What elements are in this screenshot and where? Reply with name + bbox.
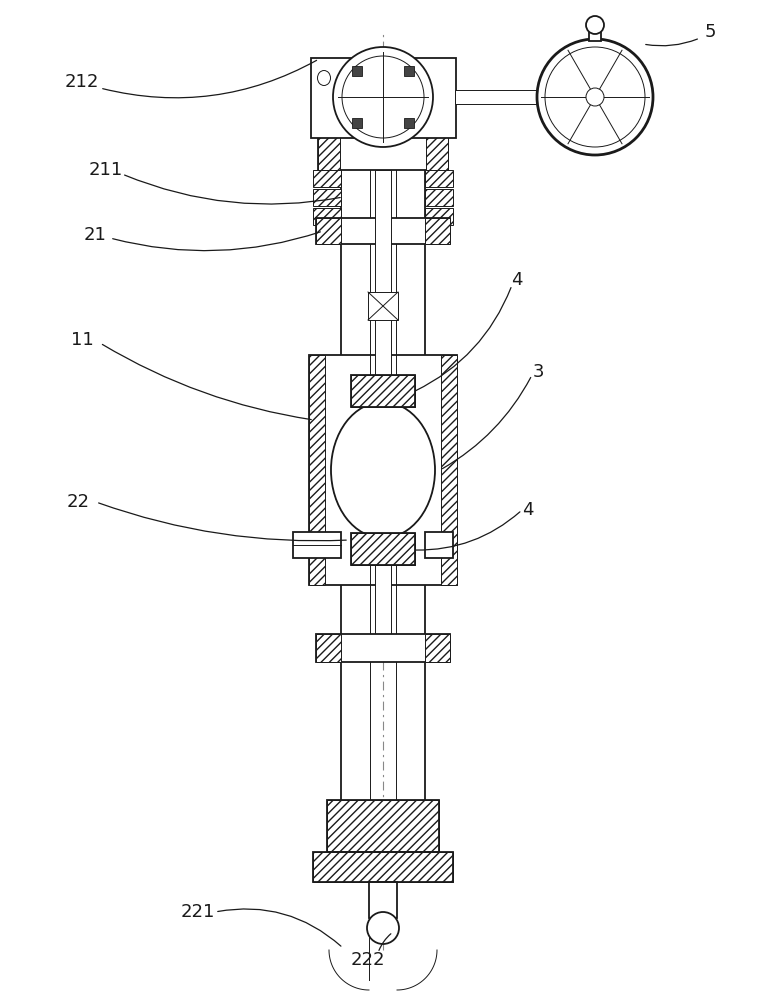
Bar xyxy=(309,355,325,585)
Ellipse shape xyxy=(331,402,435,538)
Bar xyxy=(316,634,341,662)
Bar xyxy=(313,189,341,206)
Ellipse shape xyxy=(317,70,330,86)
Circle shape xyxy=(367,912,399,944)
Bar xyxy=(555,86,569,108)
Text: 221: 221 xyxy=(181,903,215,921)
Circle shape xyxy=(342,56,424,138)
Bar xyxy=(313,170,341,187)
Bar xyxy=(351,375,415,407)
Text: 212: 212 xyxy=(65,73,99,91)
Bar xyxy=(318,115,448,170)
Bar xyxy=(316,218,450,244)
Circle shape xyxy=(537,39,653,155)
Bar xyxy=(351,375,415,407)
Bar xyxy=(589,23,601,41)
Bar xyxy=(309,355,457,585)
Text: 3: 3 xyxy=(532,363,544,381)
Bar xyxy=(441,355,457,585)
Bar xyxy=(323,101,443,115)
Bar xyxy=(313,852,453,882)
Bar xyxy=(425,218,450,244)
Bar xyxy=(327,800,439,852)
Bar xyxy=(404,118,414,128)
Bar xyxy=(404,66,414,76)
Circle shape xyxy=(586,88,604,106)
Bar xyxy=(316,218,341,244)
Bar xyxy=(316,634,450,662)
Bar xyxy=(293,532,341,558)
Circle shape xyxy=(333,47,433,147)
Text: 11: 11 xyxy=(70,331,93,349)
Text: 5: 5 xyxy=(704,23,715,41)
Bar xyxy=(425,189,453,206)
Bar xyxy=(313,852,453,882)
Bar xyxy=(455,90,555,104)
Text: 22: 22 xyxy=(67,493,90,511)
Bar xyxy=(313,208,341,225)
Bar xyxy=(425,170,453,187)
Bar xyxy=(375,170,391,375)
Bar xyxy=(351,533,415,565)
Bar xyxy=(425,532,453,558)
Circle shape xyxy=(545,47,645,147)
Text: 211: 211 xyxy=(89,161,123,179)
Bar xyxy=(341,145,425,852)
Bar xyxy=(425,208,453,225)
Text: 222: 222 xyxy=(351,951,385,969)
Bar xyxy=(425,634,450,662)
Bar xyxy=(327,800,439,852)
Text: 4: 4 xyxy=(511,271,522,289)
Bar xyxy=(368,292,398,320)
Bar xyxy=(352,66,362,76)
Bar xyxy=(426,115,448,170)
Bar xyxy=(352,118,362,128)
Circle shape xyxy=(586,16,604,34)
Text: 21: 21 xyxy=(83,226,106,244)
Text: 4: 4 xyxy=(522,501,534,519)
Bar xyxy=(311,58,456,138)
Bar xyxy=(375,565,391,635)
Bar xyxy=(318,115,340,170)
Bar xyxy=(351,533,415,565)
Bar xyxy=(369,882,397,918)
